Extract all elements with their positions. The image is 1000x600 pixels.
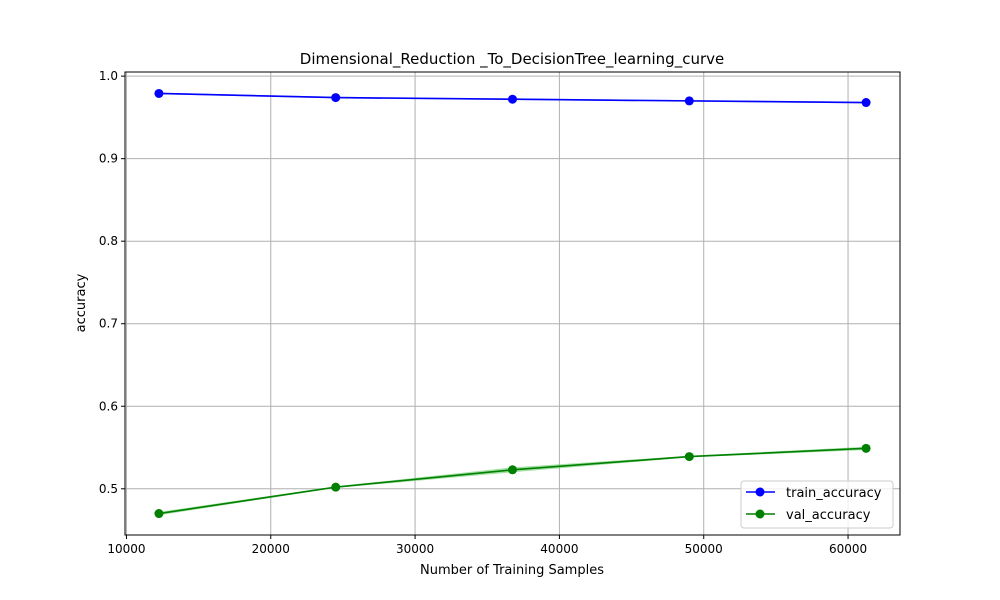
x-axis-label: Number of Training Samples bbox=[420, 563, 604, 578]
train-accuracy-point bbox=[331, 93, 341, 103]
x-tick-label: 40000 bbox=[540, 542, 578, 556]
x-axis-ticks: 10000 20000 30000 40000 50000 60000 bbox=[107, 535, 867, 556]
legend: train_accuracy val_accuracy bbox=[740, 480, 894, 529]
chart-title: Dimensional_Reduction _To_DecisionTree_l… bbox=[300, 50, 724, 69]
val-accuracy-point bbox=[508, 465, 517, 475]
y-axis-ticks: 0.5 0.6 0.7 0.8 0.9 1.0 bbox=[99, 69, 125, 496]
y-axis-label: accuracy bbox=[74, 273, 89, 332]
plot-frame bbox=[124, 71, 901, 536]
val-accuracy-point bbox=[154, 509, 164, 519]
val-accuracy-point bbox=[684, 452, 694, 462]
series-lines bbox=[154, 88, 871, 519]
y-tick-label: 0.6 bbox=[99, 399, 118, 413]
x-tick-label: 30000 bbox=[396, 542, 434, 556]
train-accuracy-point bbox=[508, 94, 517, 104]
train-accuracy-point bbox=[684, 96, 694, 106]
legend-train-label: train_accuracy bbox=[786, 486, 882, 501]
y-tick-label: 0.7 bbox=[99, 317, 118, 331]
x-tick-label: 50000 bbox=[685, 542, 723, 556]
y-tick-label: 0.5 bbox=[99, 482, 118, 496]
y-tick-label: 1.0 bbox=[99, 69, 118, 83]
legend-box bbox=[740, 480, 894, 529]
train-accuracy-point bbox=[154, 88, 164, 98]
x-tick-label: 20000 bbox=[252, 542, 290, 556]
legend-val-marker bbox=[755, 509, 765, 519]
val-accuracy-point bbox=[331, 482, 341, 492]
y-tick-label: 0.9 bbox=[99, 152, 118, 166]
x-tick-label: 60000 bbox=[829, 542, 867, 556]
x-tick-label: 10000 bbox=[107, 542, 145, 556]
y-tick-label: 0.8 bbox=[99, 234, 118, 248]
legend-train-marker bbox=[755, 487, 765, 497]
legend-val-label: val_accuracy bbox=[786, 508, 871, 523]
train-accuracy-point bbox=[861, 98, 871, 108]
val-accuracy-point bbox=[861, 443, 871, 453]
